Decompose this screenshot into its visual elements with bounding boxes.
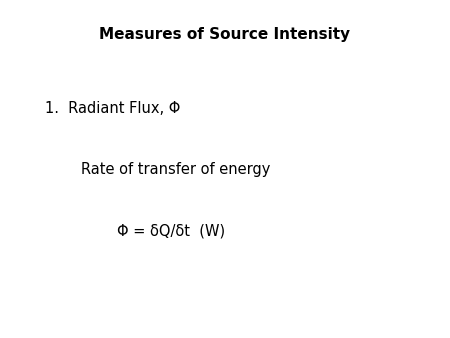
Text: Rate of transfer of energy: Rate of transfer of energy bbox=[81, 162, 270, 177]
Text: 1.  Radiant Flux, Φ: 1. Radiant Flux, Φ bbox=[45, 101, 180, 116]
Text: Φ = δQ/δt  (W): Φ = δQ/δt (W) bbox=[117, 223, 225, 238]
Text: Measures of Source Intensity: Measures of Source Intensity bbox=[99, 27, 351, 42]
